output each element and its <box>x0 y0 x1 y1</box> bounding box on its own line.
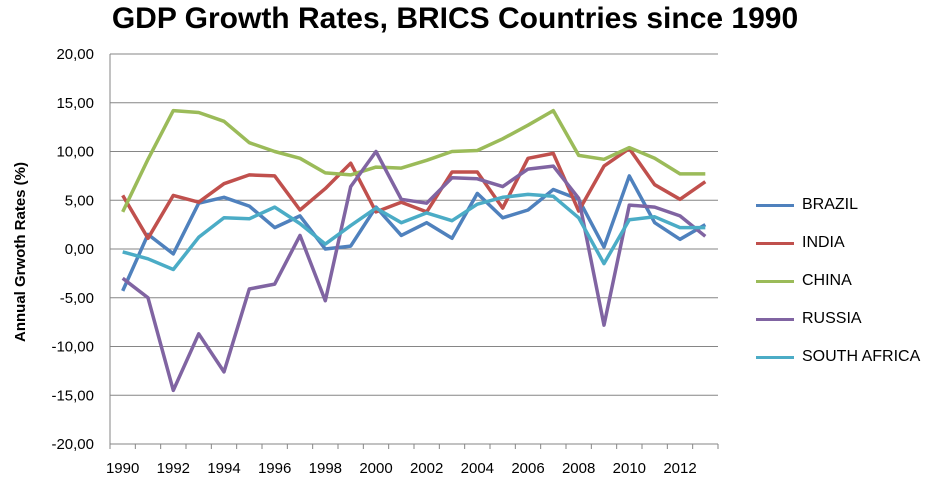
series-line-south-africa <box>122 192 706 272</box>
legend-item: INDIA <box>756 224 920 262</box>
x-tick-label: 2008 <box>562 460 595 477</box>
legend-swatch <box>756 203 794 207</box>
x-tick-label: 2000 <box>359 460 392 477</box>
legend-label: INDIA <box>802 234 845 251</box>
x-tick-label: 2006 <box>511 460 544 477</box>
y-tick-label: 20,00 <box>56 46 94 63</box>
series-line-brazil <box>121 174 707 292</box>
legend-swatch <box>756 355 794 359</box>
legend-label: SOUTH AFRICA <box>802 348 921 365</box>
x-tick-label: 2002 <box>410 460 443 477</box>
y-tick-label: 10,00 <box>56 144 94 161</box>
series-line-india <box>121 146 707 241</box>
x-tick-label: 1990 <box>106 460 139 477</box>
x-tick-label: 2004 <box>461 460 494 477</box>
x-tick-label: 1994 <box>207 460 240 477</box>
y-tick-label: 5,00 <box>65 192 94 209</box>
legend-item: CHINA <box>756 262 920 300</box>
legend-swatch <box>756 317 794 321</box>
x-tick-label: 1998 <box>309 460 342 477</box>
legend-item: RUSSIA <box>756 300 920 338</box>
legend-label: RUSSIA <box>802 310 862 327</box>
x-tick-label: 2010 <box>613 460 646 477</box>
tick-labels: 20,00 15,00 10,00 5,00 0,00 -5,00 -10,00 -15,00… <box>51 46 696 477</box>
y-tick-label: -20,00 <box>51 436 94 453</box>
y-axis-title: Annual Grwoth Rates (%) <box>12 162 29 342</box>
y-tick-label: -15,00 <box>51 387 94 404</box>
x-tick-label: 1996 <box>258 460 291 477</box>
y-tick-label: 0,00 <box>65 241 94 258</box>
chart-title: GDP Growth Rates, BRICS Countries since … <box>111 2 799 35</box>
legend-label: CHINA <box>802 272 852 289</box>
series-lines <box>121 108 707 393</box>
x-tick-label: 2012 <box>663 460 696 477</box>
chart-legend: BRAZIL INDIA CHINA RUSSIA SOUTH AFRICA <box>756 186 920 376</box>
legend-swatch <box>756 241 794 245</box>
y-tick-label: 15,00 <box>56 95 94 112</box>
x-tick-label: 1992 <box>157 460 190 477</box>
y-tick-label: -5,00 <box>60 290 94 307</box>
legend-item: SOUTH AFRICA <box>756 338 920 376</box>
legend-label: BRAZIL <box>802 196 859 213</box>
y-tick-label: -10,00 <box>51 339 94 356</box>
series-line-china <box>121 108 706 213</box>
axes <box>109 54 719 449</box>
legend-item: BRAZIL <box>756 186 920 224</box>
series-line-russia <box>121 149 707 393</box>
legend-swatch <box>756 279 794 283</box>
